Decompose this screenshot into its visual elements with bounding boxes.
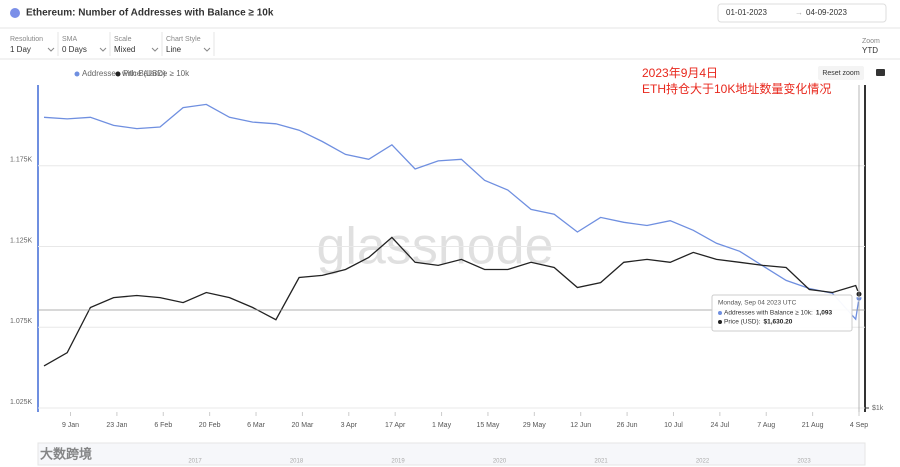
dropdown-caret [99, 47, 107, 52]
navigator-year: 2019 [391, 459, 405, 465]
tooltip-dot [718, 311, 722, 315]
tooltip-value: 1,093 [816, 310, 833, 317]
navigator-year: 2023 [797, 459, 811, 465]
navigator-year: 2018 [290, 459, 304, 465]
x-tick-label: 17 Apr [385, 422, 406, 429]
navigator-year: 2017 [188, 459, 202, 465]
series-line [43, 236, 860, 367]
x-tick-label: 24 Jul [711, 422, 730, 429]
x-tick-label: 7 Aug [757, 422, 775, 429]
control-value[interactable]: Mixed [114, 45, 135, 54]
reset-zoom-button[interactable] [818, 66, 864, 80]
navigator-year: 2022 [696, 459, 710, 465]
tooltip-value: $1,630.20 [763, 319, 792, 326]
header-title: Ethereum: Number of Addresses with Balan… [26, 8, 274, 19]
date-arrow: → [795, 8, 803, 17]
x-tick-label: 21 Aug [802, 422, 824, 429]
navigator-year: 2020 [493, 459, 507, 465]
dropdown-caret [203, 47, 211, 52]
y-tick-label: 1.175K [10, 157, 33, 164]
eth-icon [10, 8, 20, 18]
x-tick-label: 12 Jun [570, 422, 591, 429]
zoom-value[interactable]: YTD [862, 46, 878, 55]
dropdown-caret [151, 47, 159, 52]
control-value[interactable]: 1 Day [10, 45, 31, 54]
control-value[interactable]: 0 Days [62, 45, 87, 54]
y-tick-label: 1.025K [10, 399, 33, 406]
x-tick-label: 29 May [523, 422, 546, 429]
camera-icon[interactable] [876, 69, 885, 76]
control-label: Resolution [10, 36, 43, 43]
x-tick-label: 3 Apr [341, 422, 358, 429]
y2-tick-label: $1k [872, 405, 884, 412]
control-label: SMA [62, 36, 78, 43]
control-value[interactable]: Line [166, 45, 182, 54]
x-tick-label: 23 Jan [106, 422, 127, 429]
legend-dot[interactable] [74, 71, 80, 77]
y-tick-label: 1.125K [10, 237, 33, 244]
x-tick-label: 1 May [432, 422, 452, 429]
annotation: 2023年9月4日 [642, 66, 718, 80]
x-tick-label: 20 Feb [199, 422, 221, 429]
legend-label[interactable]: Price (USD) [123, 69, 166, 78]
tooltip-date: Monday, Sep 04 2023 UTC [718, 300, 797, 307]
tooltip-dot [718, 320, 722, 324]
reset-zoom-text[interactable]: Reset zoom [822, 70, 860, 77]
control-label: Scale [114, 36, 132, 43]
legend-label[interactable]: Addresses with Balance ≥ 10k [82, 69, 190, 78]
x-tick-label: 4 Sep [850, 422, 868, 429]
date-range[interactable] [717, 3, 887, 23]
tooltip-label: Addresses with Balance ≥ 10k: [724, 310, 813, 317]
y-tick-label: 1.075K [10, 318, 33, 325]
x-tick-label: 10 Jul [664, 422, 683, 429]
x-tick-label: 6 Feb [154, 422, 172, 429]
x-tick-label: 6 Mar [247, 422, 266, 429]
x-tick-label: 20 Mar [292, 422, 314, 429]
annotation: ETH持仓大于10K地址数量变化情况 [642, 81, 831, 96]
date-from[interactable]: 01-01-2023 [726, 8, 767, 17]
x-tick-label: 26 Jun [617, 422, 638, 429]
navigator[interactable] [37, 442, 866, 466]
legend-dot[interactable] [115, 71, 121, 77]
navigator-year: 2021 [594, 459, 608, 465]
series-line [43, 103, 860, 321]
dropdown-caret [47, 47, 55, 52]
tooltip-label: Price (USD): [724, 319, 761, 326]
zoom-label: Zoom [862, 38, 880, 45]
date-to[interactable]: 04-09-2023 [806, 8, 847, 17]
x-tick-label: 15 May [476, 422, 499, 429]
logo: 大数跨境 [40, 446, 92, 461]
tooltip [711, 294, 853, 332]
control-label: Chart Style [166, 36, 201, 43]
x-tick-label: 9 Jan [62, 422, 79, 429]
